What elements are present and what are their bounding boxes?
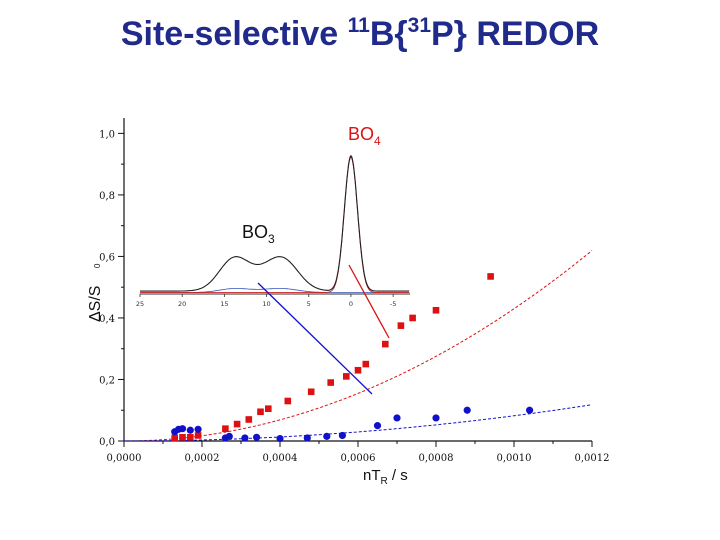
y-tick-label: 0,4 [99, 314, 115, 325]
inset-tick-label: 25 [136, 300, 144, 308]
x-tick-label: 0,0000 [107, 453, 142, 464]
title-sup-1: 11 [347, 14, 370, 37]
bo4-point [362, 360, 370, 368]
title-text-2: B{ [369, 15, 408, 53]
bo3-point [253, 433, 261, 441]
title-text-1: Site-selective [120, 15, 348, 53]
x-tick-label: 0,0010 [497, 453, 532, 464]
bo4-point [179, 434, 186, 441]
y-axis-label-small: 0 [93, 263, 102, 268]
bo3-point [241, 434, 249, 442]
bo3-point [526, 406, 534, 414]
bo4-point [307, 388, 315, 396]
inset-tick-label: 0 [349, 300, 353, 308]
bo3-point [303, 434, 311, 442]
bo3-point [225, 432, 233, 440]
x-tick-label: 0,0012 [575, 453, 610, 464]
bo3-point [338, 431, 346, 440]
inset-tick-label: 20 [178, 300, 186, 308]
bo3-fit-curve [124, 404, 593, 442]
bo4-guide-line [348, 264, 390, 339]
bo3-point [463, 406, 471, 414]
bo4-fit-curve [124, 250, 593, 442]
bo3-point [323, 432, 331, 440]
guide-lines [257, 264, 390, 395]
slide-title: Site-selective 11B{31P} REDOR [0, 14, 720, 54]
bo3-point [373, 422, 382, 430]
bo4-point [432, 306, 440, 314]
bo3-guide-line [257, 282, 373, 395]
y-tick-label: 0,8 [99, 191, 115, 202]
inset-tick-label: 5 [307, 300, 311, 308]
title-text-3: P} REDOR [431, 15, 600, 53]
inset-bo4-component [140, 156, 410, 294]
bo3-point [178, 425, 187, 433]
bo3-point [186, 426, 194, 434]
bo4-label: BO4 [348, 124, 381, 148]
bo3-point [194, 425, 202, 433]
bo4-point [187, 434, 194, 441]
y-tick-label: 0,6 [99, 252, 115, 263]
bo4-point [397, 322, 405, 329]
x-tick-label: 0,0006 [341, 453, 376, 464]
bo3-label: BO3 [242, 222, 275, 246]
chart-axes: 0,0000 0,0002 0,0004 0,0006 0,0008 0,0010 0,00… [99, 118, 610, 464]
bo4-point [245, 416, 253, 423]
chart-labels: nTR / s ΔS/S 0 BO4 BO3 [87, 124, 408, 487]
x-axis-label: nTR / s [363, 467, 408, 487]
bo4-point [354, 366, 362, 374]
x-tick-label: 0,0004 [263, 453, 298, 464]
inset-total-spectrum [140, 154, 410, 292]
bo3-point [276, 434, 284, 443]
inset-tick-label: 10 [262, 300, 270, 308]
bo4-point [222, 425, 229, 432]
bo4-point [194, 432, 202, 439]
y-tick-label: 1,0 [99, 129, 115, 140]
y-axis-label: ΔS/S [87, 286, 104, 322]
x-tick-label: 0,0002 [185, 453, 220, 464]
bo4-point [409, 314, 416, 322]
bo3-point [393, 414, 401, 422]
bo4-point [343, 373, 350, 380]
bo4-point [487, 273, 494, 280]
bo4-point [233, 420, 241, 428]
data-points [171, 273, 534, 443]
bo3-point [432, 414, 440, 422]
title-sup-2: 31 [407, 14, 431, 37]
bo4-point [382, 340, 389, 348]
inset-tick-label: -5 [390, 300, 396, 308]
bo4-point [284, 397, 292, 405]
x-tick-label: 0,0008 [419, 453, 454, 464]
bo4-point [257, 408, 264, 416]
y-tick-label: 0,0 [99, 437, 115, 448]
inset-tick-label: 15 [220, 300, 228, 308]
bo4-point [327, 379, 334, 386]
fit-curves [124, 250, 593, 442]
bo4-point [265, 405, 272, 412]
y-tick-label: 0,2 [99, 375, 115, 386]
bo4-point [171, 434, 178, 442]
